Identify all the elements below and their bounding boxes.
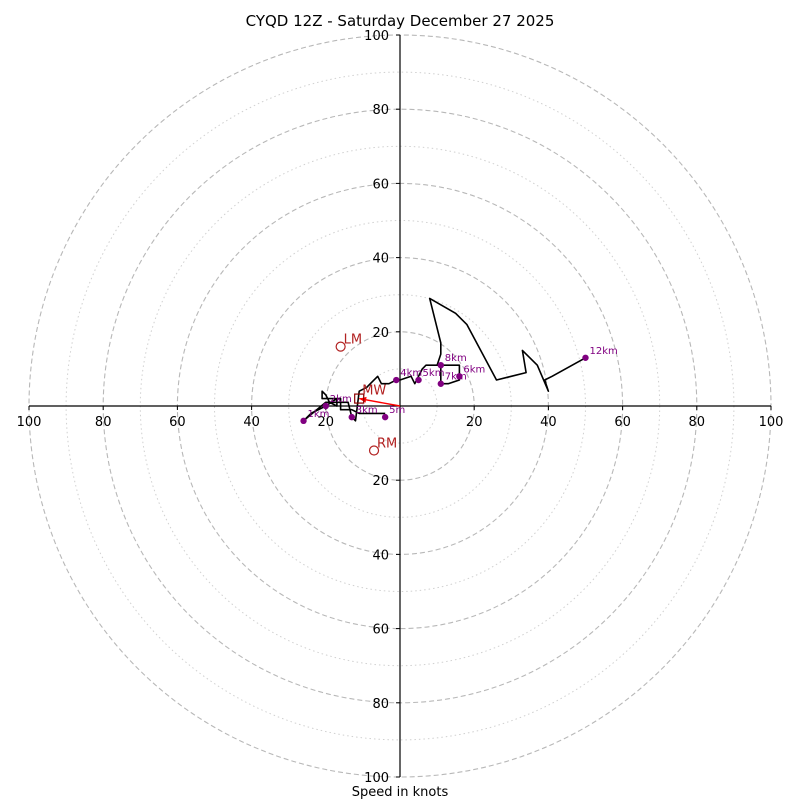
x-tick-label: 20 xyxy=(466,415,483,430)
wind-trace xyxy=(302,297,586,422)
height-marker-7km xyxy=(437,380,445,387)
shear-vector xyxy=(359,396,401,407)
storm-marker-LM xyxy=(335,341,346,352)
x-tick-label: 20 xyxy=(318,415,335,430)
height-marker-3km xyxy=(348,413,355,421)
height-label-3km: 3km xyxy=(356,405,378,416)
x-tick-label: 40 xyxy=(540,415,557,430)
storm-marker-MW xyxy=(354,393,365,404)
x-tick-label: 80 xyxy=(95,415,112,430)
height-marker-2km xyxy=(322,402,329,410)
height-label-5km: 5km xyxy=(423,368,445,379)
height-label-4km: 4km xyxy=(400,368,422,379)
height-label-6km: 6km xyxy=(463,364,485,375)
x-tick-label: 80 xyxy=(689,415,706,430)
height-marker-5m xyxy=(381,413,389,421)
x-tick-label: 100 xyxy=(17,415,42,430)
shear-arrow-head xyxy=(359,396,367,403)
storm-label-RM: RM xyxy=(377,437,397,452)
height-label-8km: 8km xyxy=(445,353,467,364)
tick-labels: 100 80 60 40 20 20 40 60 80 100 100 80 60 40 20 20 40 60 8… xyxy=(17,29,784,786)
y-tick-label-down: 100 xyxy=(364,771,389,786)
x-tick-label: 60 xyxy=(169,415,186,430)
x-tick-label: 40 xyxy=(243,415,260,430)
y-tick-label-up: 80 xyxy=(372,103,389,118)
y-tick-label-up: 40 xyxy=(372,252,389,267)
y-tick-label-down: 20 xyxy=(372,474,389,489)
y-tick-label-up: 20 xyxy=(372,326,389,341)
height-marker-4km xyxy=(393,376,400,384)
height-label-5m: 5m xyxy=(389,405,405,416)
height-marker-1km xyxy=(300,417,307,425)
height-marker-5km xyxy=(415,376,422,384)
x-tick-label: 100 xyxy=(759,415,784,430)
storm-marker-RM xyxy=(368,445,380,456)
y-tick-label-down: 40 xyxy=(372,548,389,563)
y-tick-label-down: 80 xyxy=(372,697,389,712)
wind-trace-line xyxy=(302,297,586,422)
height-label-7km: 7km xyxy=(445,372,467,383)
x-axis-label: Speed in knots xyxy=(352,785,449,800)
height-marker-8km xyxy=(437,361,445,369)
storm-label-LM: LM xyxy=(344,333,362,348)
y-tick-label-down: 60 xyxy=(372,623,389,638)
height-marker-6km xyxy=(456,373,463,380)
height-marker-12km xyxy=(582,354,589,361)
y-tick-label-up: 60 xyxy=(372,177,389,192)
height-label-2km: 2km xyxy=(330,394,352,405)
storm-label-MW: MW xyxy=(362,384,386,399)
height-label-12km: 12km xyxy=(590,346,618,357)
storm-motion-markers: LM RM MW xyxy=(335,333,397,456)
y-tick-label-up: 100 xyxy=(364,29,389,44)
height-label-1km: 1km xyxy=(308,409,330,420)
chart-title: CYQD 12Z - Saturday December 27 2025 xyxy=(246,12,555,30)
x-tick-label: 60 xyxy=(614,415,631,430)
